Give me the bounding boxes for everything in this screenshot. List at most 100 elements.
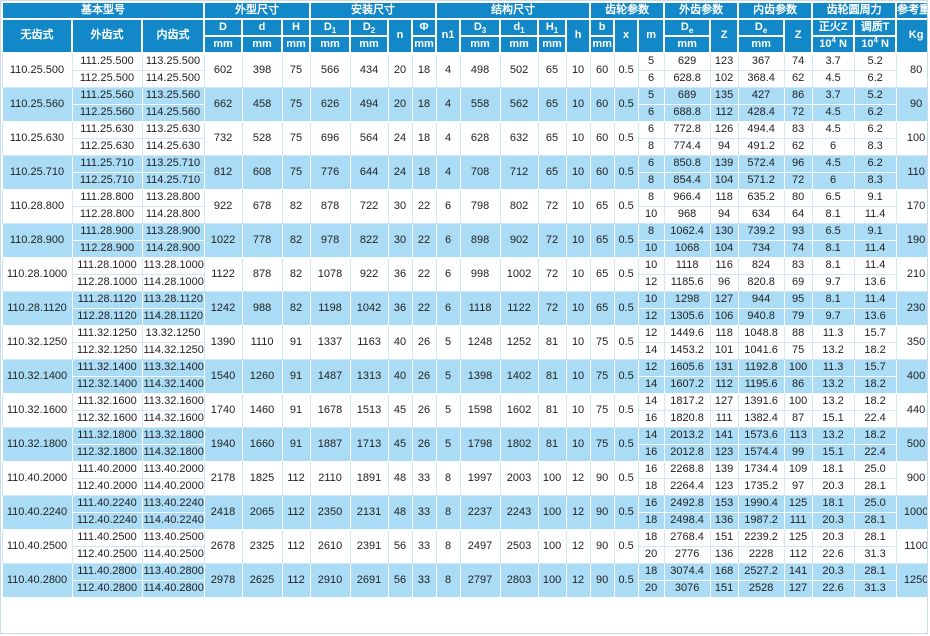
int-model-cell: 113.28.900 bbox=[141, 223, 205, 241]
col-header-6: D1 bbox=[309, 18, 352, 37]
value-cell: 8 bbox=[637, 138, 665, 156]
int-model-cell: 114.25.500 bbox=[141, 70, 205, 88]
value-cell: 1041.6 bbox=[737, 342, 785, 360]
value-cell: 83 bbox=[783, 121, 813, 139]
value-cell: 491.2 bbox=[737, 138, 785, 156]
value-cell: 0.5 bbox=[613, 291, 639, 326]
value-cell: 18.2 bbox=[853, 342, 897, 360]
value-cell: 689 bbox=[663, 87, 711, 105]
value-cell: 774.4 bbox=[663, 138, 711, 156]
value-cell: 100 bbox=[537, 461, 567, 496]
value-cell: 100 bbox=[537, 495, 567, 530]
value-cell: 75 bbox=[589, 393, 615, 428]
col-header-3: D bbox=[203, 18, 244, 37]
value-cell: 8 bbox=[435, 529, 461, 564]
value-cell: 812 bbox=[203, 155, 243, 190]
value-cell: 22 bbox=[411, 257, 437, 292]
col-header-0: 无齿式 bbox=[1, 18, 73, 54]
value-cell: 116 bbox=[709, 257, 739, 275]
value-cell: 998 bbox=[459, 257, 501, 292]
weight-cell: 170 bbox=[895, 189, 927, 224]
col-unit-6: mm bbox=[309, 35, 352, 54]
value-cell: 33 bbox=[411, 461, 437, 496]
value-cell: 10 bbox=[565, 87, 591, 122]
value-cell: 65 bbox=[589, 257, 615, 292]
value-cell: 151 bbox=[709, 529, 739, 547]
value-cell: 60 bbox=[589, 87, 615, 122]
value-cell: 0.5 bbox=[613, 155, 639, 190]
value-cell: 62 bbox=[783, 138, 813, 156]
header-group-8: 参考重量 bbox=[895, 1, 927, 20]
col-unit-9: mm bbox=[411, 35, 438, 54]
col-header-22: 正火Z bbox=[811, 18, 856, 37]
table-row: 110.28.1120 111.28.1120 113.28.1120 1242 988… bbox=[1, 291, 927, 326]
value-cell: 141 bbox=[709, 427, 739, 445]
value-cell: 106 bbox=[709, 308, 739, 326]
value-cell: 798 bbox=[459, 189, 501, 224]
value-cell: 139 bbox=[709, 155, 739, 173]
value-cell: 10 bbox=[637, 257, 665, 275]
value-cell: 65 bbox=[589, 223, 615, 258]
value-cell: 22 bbox=[411, 223, 437, 258]
value-cell: 8 bbox=[637, 223, 665, 241]
value-cell: 1022 bbox=[203, 223, 243, 258]
value-cell: 151 bbox=[709, 580, 739, 598]
value-cell: 1078 bbox=[309, 257, 351, 292]
header-group-0: 基本型号 bbox=[1, 1, 206, 20]
value-cell: 125 bbox=[783, 495, 813, 513]
value-cell: 8.1 bbox=[811, 240, 855, 258]
value-cell: 1574.4 bbox=[737, 444, 785, 462]
value-cell: 18.1 bbox=[811, 495, 855, 513]
value-cell: 564 bbox=[349, 121, 389, 156]
value-cell: 12 bbox=[565, 461, 591, 496]
value-cell: 28.1 bbox=[853, 478, 897, 496]
value-cell: 6.2 bbox=[853, 70, 897, 88]
value-cell: 60 bbox=[589, 155, 615, 190]
col-unit-7: mm bbox=[349, 35, 390, 54]
value-cell: 1573.6 bbox=[737, 427, 785, 445]
value-cell: 2910 bbox=[309, 563, 351, 598]
value-cell: 90 bbox=[589, 563, 615, 598]
value-cell: 8.1 bbox=[811, 291, 855, 309]
value-cell: 1260 bbox=[241, 359, 283, 394]
value-cell: 10 bbox=[565, 359, 591, 394]
value-cell: 1118 bbox=[459, 291, 501, 326]
value-cell: 822 bbox=[349, 223, 389, 258]
col-unit-23: 104 N bbox=[853, 35, 898, 54]
value-cell: 6.2 bbox=[853, 155, 897, 173]
model-cell: 110.28.800 bbox=[1, 189, 73, 224]
value-cell: 644 bbox=[349, 155, 389, 190]
value-cell: 732 bbox=[203, 121, 243, 156]
value-cell: 112 bbox=[281, 461, 311, 496]
table-row: 112.25.630 114.25.630 8 774.4 94 491.2 62 6 8.3 bbox=[2, 138, 927, 156]
value-cell: 696 bbox=[309, 121, 351, 156]
value-cell: 632 bbox=[499, 121, 539, 156]
col-unit-12: mm bbox=[499, 35, 540, 54]
value-cell: 18.2 bbox=[853, 427, 897, 445]
value-cell: 25.0 bbox=[853, 495, 897, 513]
value-cell: 2178 bbox=[203, 461, 243, 496]
value-cell: 10 bbox=[565, 291, 591, 326]
value-cell: 8 bbox=[637, 172, 665, 190]
table-row: 110.25.630 111.25.630 113.25.630 732 528 75 69… bbox=[1, 121, 927, 156]
table-row: 112.40.2240 114.40.2240 18 2498.4 136 1987.2 1… bbox=[2, 512, 927, 530]
value-cell: 20 bbox=[637, 580, 665, 598]
value-cell: 494 bbox=[349, 87, 389, 122]
weight-cell: 1100 bbox=[895, 529, 927, 564]
value-cell: 3.7 bbox=[811, 52, 855, 71]
value-cell: 878 bbox=[241, 257, 283, 292]
value-cell: 26 bbox=[411, 359, 437, 394]
value-cell: 14 bbox=[637, 342, 665, 360]
value-cell: 1817.2 bbox=[663, 393, 711, 411]
value-cell: 628.8 bbox=[663, 70, 711, 88]
value-cell: 1940 bbox=[203, 427, 243, 462]
value-cell: 2268.8 bbox=[663, 461, 711, 479]
value-cell: 22.6 bbox=[811, 580, 855, 598]
value-cell: 602 bbox=[203, 52, 243, 88]
value-cell: 153 bbox=[709, 495, 739, 513]
value-cell: 1185.6 bbox=[663, 274, 711, 292]
value-cell: 10 bbox=[565, 121, 591, 156]
value-cell: 12 bbox=[565, 495, 591, 530]
value-cell: 0.5 bbox=[613, 393, 639, 428]
value-cell: 13.2 bbox=[811, 427, 855, 445]
